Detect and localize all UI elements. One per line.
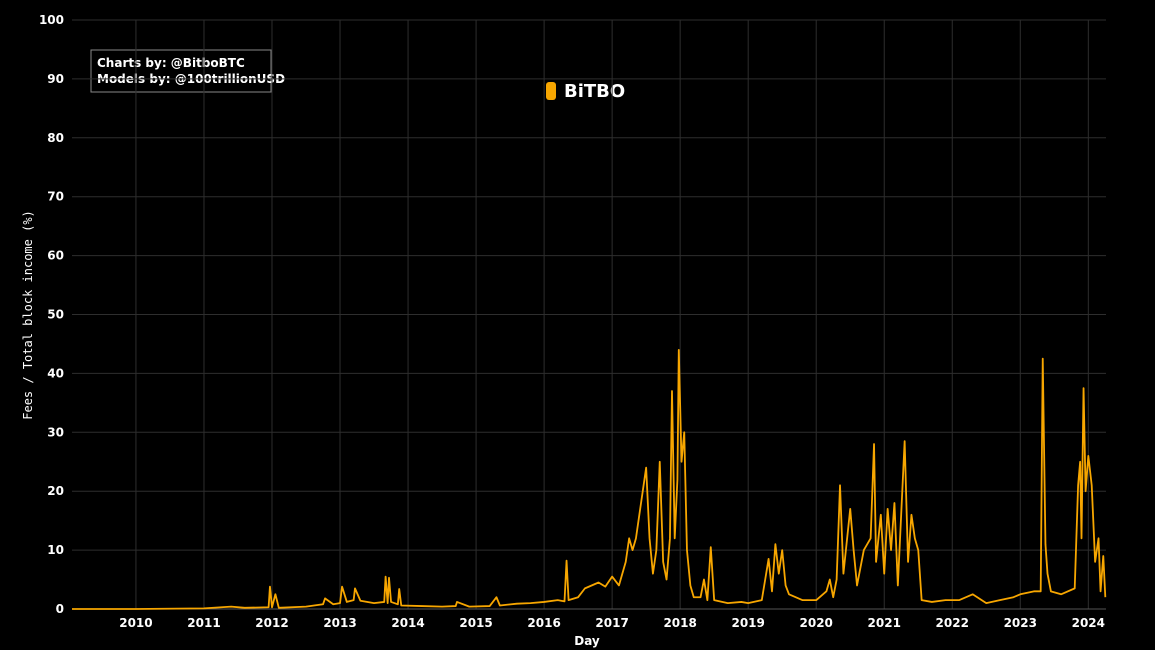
x-tick-label: 2018 [663,616,696,630]
x-tick-label: 2015 [459,616,492,630]
x-tick-label: 2010 [119,616,152,630]
y-tick-label: 80 [47,131,64,145]
x-tick-label: 2014 [391,616,424,630]
y-tick-label: 90 [47,72,64,86]
x-tick-label: 2023 [1004,616,1037,630]
y-tick-label: 20 [47,484,64,498]
y-tick-label: 70 [47,190,64,204]
x-tick-label: 2024 [1072,616,1105,630]
y-tick-label: 50 [47,308,64,322]
y-tick-label: 10 [47,543,64,557]
y-tick-label: 30 [47,425,64,439]
y-tick-label: 60 [47,249,64,263]
y-tick-label: 40 [47,366,64,380]
x-tick-label: 2019 [731,616,764,630]
x-tick-label: 2012 [255,616,288,630]
data-line [72,348,1107,610]
y-tick-label: 100 [39,13,64,27]
x-tick-label: 2021 [868,616,901,630]
y-tick-label: 0 [56,602,64,616]
x-tick-label: 2022 [936,616,969,630]
logo-icon [546,82,556,100]
annotation-box [90,49,272,93]
x-tick-label: 2020 [800,616,833,630]
x-tick-label: 2011 [187,616,220,630]
y-axis-label: Fees / Total block income (%) [21,210,35,420]
x-tick-label: 2013 [323,616,356,630]
x-axis-label: Day [574,634,600,648]
annotation: Charts by: @BitboBTC [97,56,245,70]
x-tick-label: 2016 [527,616,560,630]
x-tick-label: 2017 [595,616,628,630]
logo: BiTBO [564,81,625,102]
